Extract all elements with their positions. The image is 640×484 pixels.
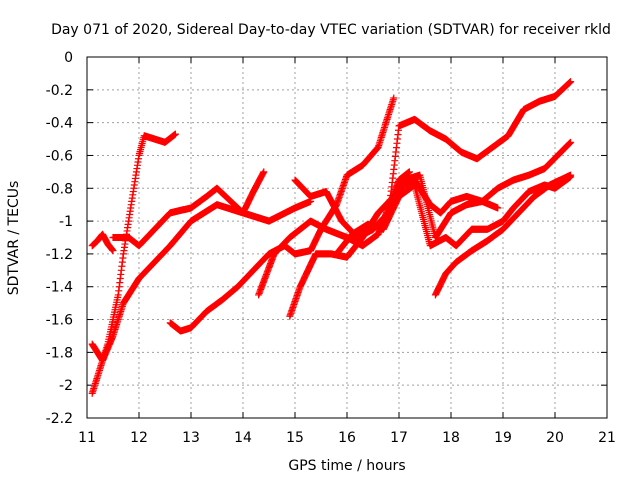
data-series-group: [431, 171, 575, 299]
data-point: [494, 204, 502, 212]
plot-frame: [86, 56, 608, 419]
data-point: [260, 168, 268, 176]
x-tick-label: 19: [494, 430, 512, 446]
y-tick-label: -1.8: [46, 345, 73, 361]
y-tick-label: -0.8: [46, 181, 73, 197]
y-tick-label: -1.6: [46, 313, 73, 329]
data-point: [567, 78, 575, 86]
data-series-group: [109, 184, 315, 250]
y-tick-label: -0.2: [46, 83, 73, 99]
y-axis-label: SDTVAR / TECUs: [6, 181, 22, 296]
y-tick-label: -1.2: [46, 247, 73, 263]
data-point: [567, 138, 575, 146]
y-tick-label: -2.2: [46, 411, 73, 427]
tick-labels: 11 12 13 14 15 16 17 18 19 20 21 0 -0.2 -0.4 -0.6 -0.8 -…: [46, 50, 616, 446]
y-tick-label: -2: [59, 378, 73, 394]
data-series-group: [88, 230, 117, 255]
x-tick-label: 14: [234, 430, 252, 446]
x-tick-label: 18: [442, 430, 460, 446]
data-series: [88, 78, 575, 397]
x-tick-label: 12: [130, 430, 148, 446]
x-tick-label: 17: [390, 430, 408, 446]
x-tick-label: 15: [286, 430, 304, 446]
data-series-group: [353, 78, 575, 241]
chart-title: Day 071 of 2020, Sidereal Day-to-day VTE…: [51, 22, 611, 38]
data-series-group: [88, 130, 179, 397]
x-axis-label: GPS time / hours: [288, 458, 405, 474]
y-tick-label: -1.4: [46, 280, 73, 296]
y-tick-label: -1: [59, 214, 73, 230]
x-tick-label: 20: [546, 430, 564, 446]
data-series-group: [286, 176, 502, 320]
data-point: [405, 168, 413, 176]
data-point: [567, 171, 575, 179]
y-tick-label: -0.4: [46, 116, 73, 132]
data-point: [109, 247, 117, 255]
x-tick-label: 16: [338, 430, 356, 446]
x-tick-label: 21: [598, 430, 616, 446]
x-tick-label: 13: [182, 430, 200, 446]
x-tick-label: 11: [78, 430, 96, 446]
data-series-group: [88, 168, 268, 365]
data-point: [390, 94, 398, 102]
data-series-group: [333, 173, 575, 258]
y-tick-label: -0.6: [46, 148, 73, 164]
y-tick-label: 0: [64, 50, 73, 66]
data-point: [171, 130, 179, 138]
